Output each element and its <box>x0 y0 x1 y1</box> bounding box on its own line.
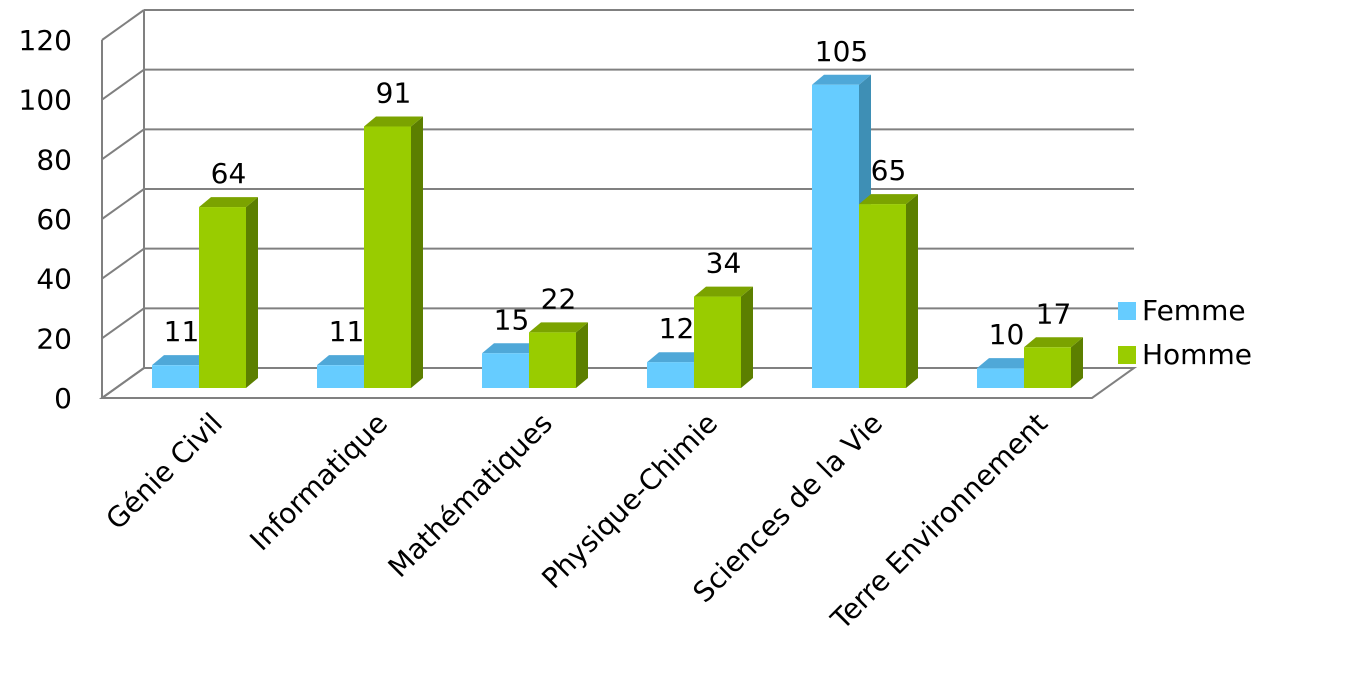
bar-side <box>246 197 258 388</box>
bars <box>152 74 1083 389</box>
category-label: Physique-Chimie <box>535 407 724 596</box>
bar-top <box>1024 337 1083 348</box>
y-tick-label: 60 <box>36 203 72 236</box>
category-label: Génie Civil <box>100 407 229 536</box>
data-label: 15 <box>494 303 530 336</box>
y-tick-label: 100 <box>19 84 72 117</box>
legend-label: Femme <box>1142 294 1246 327</box>
gridline-depth <box>101 307 145 340</box>
bar-front <box>529 332 576 388</box>
data-label: 11 <box>329 315 365 348</box>
bar-top <box>694 286 753 297</box>
bar-front <box>647 362 694 388</box>
legend: Femme Homme <box>1118 294 1252 371</box>
legend-swatch <box>1118 346 1136 364</box>
bar-top <box>859 194 918 205</box>
bar-side <box>411 116 423 389</box>
y-tick-label: 80 <box>36 143 72 176</box>
y-tick-label: 0 <box>54 382 72 415</box>
bar-front <box>317 365 364 388</box>
bar-side <box>576 322 588 388</box>
gridlines <box>98 9 1138 399</box>
gridline-depth <box>101 247 145 280</box>
bar-homme <box>199 197 258 388</box>
bar-side <box>741 286 753 388</box>
data-label: 12 <box>659 312 695 345</box>
bar-side <box>906 194 918 388</box>
gridline-depth <box>101 68 145 101</box>
data-label: 17 <box>1036 297 1072 330</box>
data-label: 64 <box>211 157 247 190</box>
category-label: Mathématiques <box>382 407 559 584</box>
bar-homme <box>364 116 423 389</box>
bar-top <box>482 343 541 354</box>
y-tick-label: 20 <box>36 322 72 355</box>
gridline-depth <box>101 128 145 161</box>
bar-top <box>647 352 706 363</box>
chart-floor <box>98 367 1138 399</box>
data-label: 65 <box>871 154 907 187</box>
bar-front <box>1024 347 1071 388</box>
bar-front <box>152 365 199 388</box>
bar-top <box>529 322 588 333</box>
category-label: Informatique <box>243 407 394 558</box>
data-labels: 11 64 11 91 15 22 12 34 105 65 10 17 <box>164 35 1072 351</box>
bar-top <box>364 116 423 127</box>
bar-top <box>152 355 211 366</box>
bar-homme <box>694 286 753 388</box>
data-label: 34 <box>706 247 742 280</box>
y-axis-ticks: 0 20 40 60 80 100 120 <box>19 24 72 415</box>
data-label: 10 <box>989 318 1025 351</box>
data-label: 91 <box>376 77 412 110</box>
bar-front <box>364 126 411 389</box>
bar-top <box>977 358 1036 369</box>
gridline-depth <box>101 9 145 41</box>
bar-front <box>812 84 859 388</box>
bar-top <box>317 355 376 366</box>
bar-homme <box>529 322 588 388</box>
bar-side <box>1071 337 1083 388</box>
bar-front <box>482 353 529 388</box>
data-label: 11 <box>164 315 200 348</box>
bar-homme <box>1024 337 1083 388</box>
bar-top <box>812 74 871 85</box>
bar-front <box>859 204 906 388</box>
legend-swatch <box>1118 302 1136 320</box>
data-label: 22 <box>541 282 577 315</box>
x-axis-categories: Génie Civil InformatiqueMathématiquesPhys… <box>100 407 1054 637</box>
bar-front <box>199 207 246 388</box>
bar-homme <box>859 194 918 388</box>
legend-label: Homme <box>1142 338 1252 371</box>
bar-top <box>199 197 258 208</box>
data-label: 105 <box>815 35 868 68</box>
y-tick-label: 40 <box>36 263 72 296</box>
bar-front <box>694 296 741 388</box>
y-tick-label: 120 <box>19 24 72 57</box>
gridline-depth <box>101 188 145 220</box>
bar-front <box>977 368 1024 388</box>
